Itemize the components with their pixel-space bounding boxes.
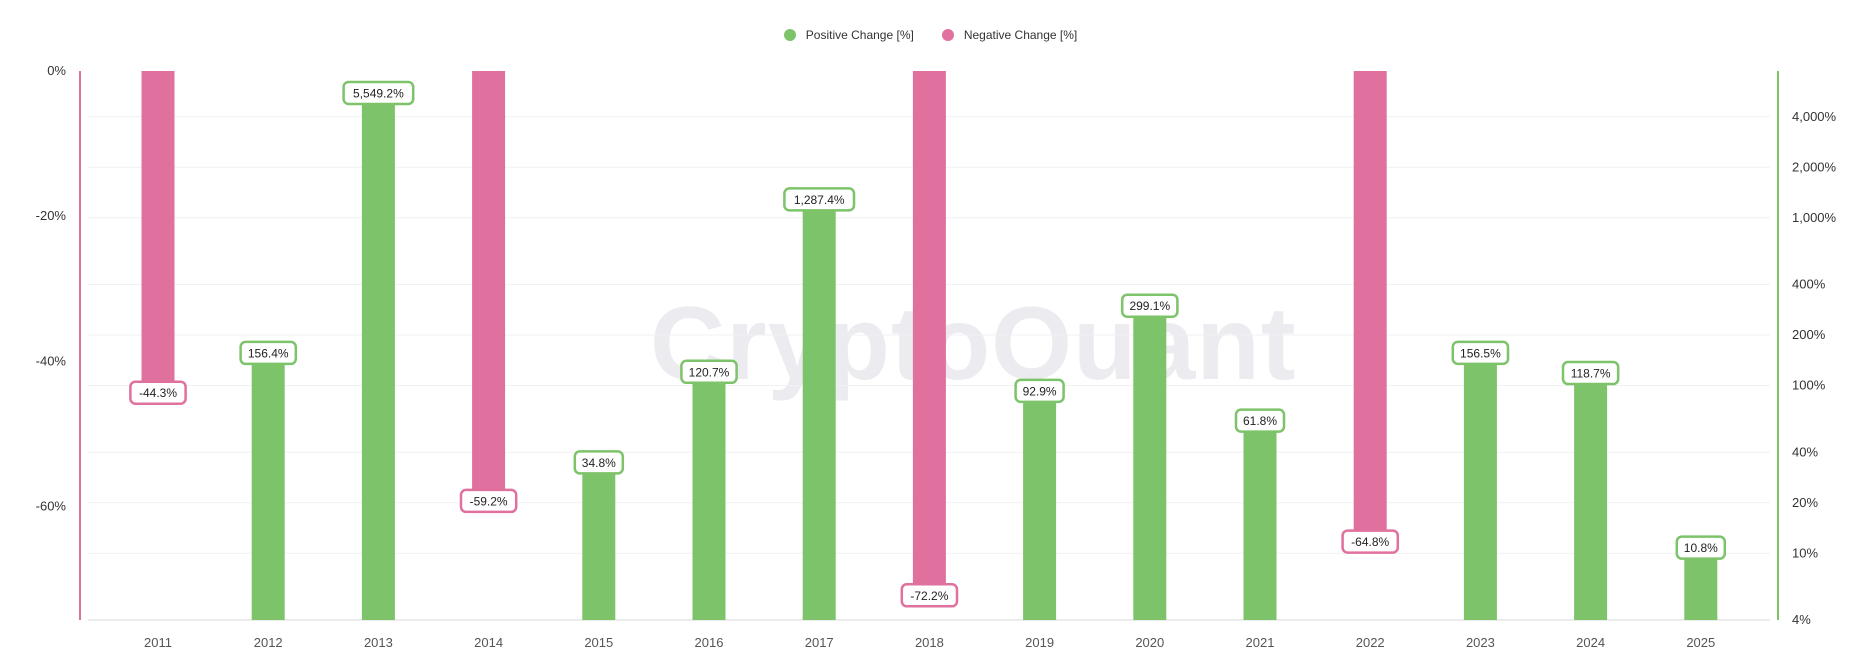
data-label-positive-box <box>573 450 625 475</box>
data-label-negative-box <box>129 380 187 405</box>
x-tick-label: 2025 <box>1686 635 1715 650</box>
right-tick-label: 4,000% <box>1792 109 1837 124</box>
legend-label-positive: Positive Change [%] <box>805 28 914 42</box>
bar-positive <box>692 371 726 620</box>
data-label-positive: 1,287.4% <box>794 193 845 207</box>
left-tick-label: 0% <box>47 63 66 78</box>
data-label-positive-box <box>1120 293 1179 318</box>
bar-positive <box>251 352 285 620</box>
x-tick-label: 2011 <box>144 635 172 650</box>
right-tick-label: 2,000% <box>1792 159 1837 174</box>
data-label-positive: 120.7% <box>689 365 730 379</box>
x-tick-label: 2023 <box>1466 635 1495 650</box>
data-label-negative-box <box>459 488 518 514</box>
data-label-positive-box <box>680 359 738 385</box>
bar-positive <box>802 199 836 620</box>
right-tick-label: 10% <box>1792 545 1818 560</box>
data-label-positive: 299.1% <box>1129 299 1170 313</box>
right-tick-label: 200% <box>1792 327 1826 342</box>
bar-positive <box>1463 352 1497 620</box>
data-label-positive-box <box>1675 535 1727 560</box>
x-tick-label: 2024 <box>1576 635 1605 650</box>
legend-dot-positive-icon <box>783 29 796 41</box>
right-tick-label: 20% <box>1792 495 1818 510</box>
bar-negative <box>472 71 506 501</box>
data-label-positive: 156.5% <box>1460 346 1501 360</box>
data-label-negative-box <box>1341 529 1400 554</box>
data-label-positive: 10.8% <box>1684 541 1718 555</box>
right-tick-label: 1,000% <box>1792 210 1837 225</box>
bar-positive <box>1133 305 1167 620</box>
legend-dot-negative-icon <box>941 29 954 41</box>
data-label-positive-box <box>1451 340 1510 366</box>
left-tick-label: -40% <box>36 353 67 368</box>
right-tick-label: 4% <box>1792 612 1811 627</box>
bar-positive <box>1243 420 1277 620</box>
data-label-positive: 34.8% <box>582 456 616 470</box>
data-label-positive-box <box>1234 408 1286 433</box>
bar-positive <box>361 92 395 620</box>
x-tick-label: 2015 <box>584 635 613 650</box>
bar-positive <box>582 462 616 620</box>
bar-negative <box>912 71 946 596</box>
legend-item-negative[interactable]: Negative Change [%] <box>941 28 1078 42</box>
data-label-negative-box <box>900 583 959 608</box>
legend: Positive Change [%] Negative Change [%] <box>0 28 1861 42</box>
data-label-positive-box <box>783 187 856 212</box>
x-tick-label: 2017 <box>805 635 834 650</box>
data-label-positive-box <box>1561 360 1620 386</box>
bar-negative <box>141 71 175 393</box>
bar-positive <box>1574 373 1608 620</box>
right-tick-label: 400% <box>1792 277 1826 292</box>
data-label-positive-box <box>239 340 298 366</box>
x-tick-label: 2019 <box>1025 635 1054 650</box>
data-label-positive: 118.7% <box>1571 367 1611 381</box>
x-tick-label: 2018 <box>915 635 944 650</box>
data-label-positive-box <box>342 80 415 106</box>
data-label-positive-box <box>1014 378 1065 404</box>
right-tick-label: 100% <box>1792 378 1826 393</box>
data-label-negative: -72.2% <box>910 589 948 603</box>
x-tick-label: 2012 <box>254 635 283 650</box>
x-tick-label: 2016 <box>695 635 724 650</box>
legend-item-positive[interactable]: Positive Change [%] <box>783 28 914 42</box>
data-label-positive: 5,549.2% <box>353 86 404 100</box>
x-tick-label: 2014 <box>474 635 503 650</box>
bar-positive <box>1023 390 1057 620</box>
left-tick-label: -20% <box>36 208 67 223</box>
watermark: CryptoQuant <box>650 286 1297 402</box>
data-label-positive: 61.8% <box>1243 414 1277 428</box>
data-label-negative: -59.2% <box>470 494 508 508</box>
bar-negative <box>1353 71 1387 542</box>
x-tick-label: 2013 <box>364 635 393 650</box>
legend-label-negative: Negative Change [%] <box>963 28 1078 42</box>
left-tick-label: -60% <box>36 499 67 514</box>
x-tick-label: 2020 <box>1135 635 1164 650</box>
right-tick-label: 40% <box>1792 444 1818 459</box>
data-label-negative: -64.8% <box>1351 535 1389 549</box>
x-tick-label: 2021 <box>1246 635 1275 650</box>
x-tick-label: 2022 <box>1356 635 1385 650</box>
data-label-positive: 156.4% <box>248 346 289 360</box>
data-label-positive: 92.9% <box>1023 384 1057 398</box>
data-label-negative: -44.3% <box>139 386 177 400</box>
